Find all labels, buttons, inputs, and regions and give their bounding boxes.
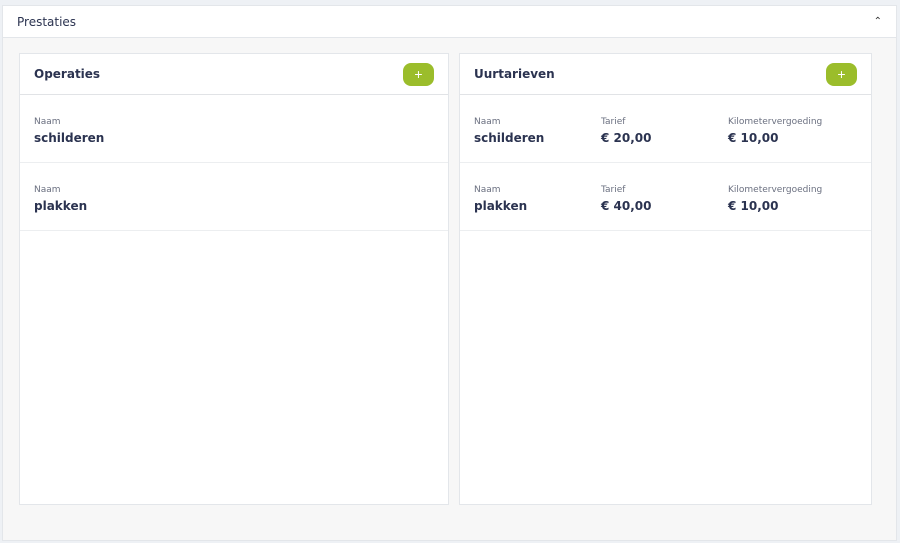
tarief-label: Tarief xyxy=(601,117,626,127)
tarief-value: € 40,00 xyxy=(601,199,652,213)
naam-value: plakken xyxy=(474,199,528,213)
add-uurtarief-button[interactable]: + xyxy=(826,62,857,86)
section-title: Prestaties xyxy=(17,14,77,29)
km-value: € 10,00 xyxy=(728,199,779,213)
chevron-up-icon[interactable]: ⌃ xyxy=(873,16,882,27)
km-label: Kilometervergoeding xyxy=(728,117,823,127)
naam-label: Naam xyxy=(34,185,61,195)
tarief-value: € 20,00 xyxy=(601,131,652,145)
uurtarieven-panel: Uurtarieven + Naam schilderen Tarief € 20,… xyxy=(459,53,872,505)
naam-label: Naam xyxy=(34,117,61,127)
uurtarieven-header: Uurtarieven + xyxy=(460,54,871,95)
km-value: € 10,00 xyxy=(728,131,779,145)
list-item[interactable]: Naam plakken xyxy=(20,163,448,231)
naam-value: plakken xyxy=(34,199,88,213)
naam-value: schilderen xyxy=(34,131,105,145)
naam-label: Naam xyxy=(474,185,501,195)
list-item[interactable]: Naam schilderen Tarief € 20,00 Kilometerve… xyxy=(460,95,871,163)
naam-value: schilderen xyxy=(474,131,545,145)
uurtarieven-title: Uurtarieven xyxy=(474,67,555,81)
operaties-panel: Operaties + Naam schilderen Naam plakken xyxy=(19,53,449,505)
list-item[interactable]: Naam schilderen xyxy=(20,95,448,163)
section-header[interactable]: Prestaties ⌃ xyxy=(3,6,896,38)
operaties-title: Operaties xyxy=(34,67,101,81)
list-item[interactable]: Naam plakken Tarief € 40,00 Kilometervergo… xyxy=(460,163,871,231)
operaties-header: Operaties + xyxy=(20,54,448,95)
tarief-label: Tarief xyxy=(601,185,626,195)
add-operatie-button[interactable]: + xyxy=(403,62,434,86)
km-label: Kilometervergoeding xyxy=(728,185,823,195)
naam-label: Naam xyxy=(474,117,501,127)
